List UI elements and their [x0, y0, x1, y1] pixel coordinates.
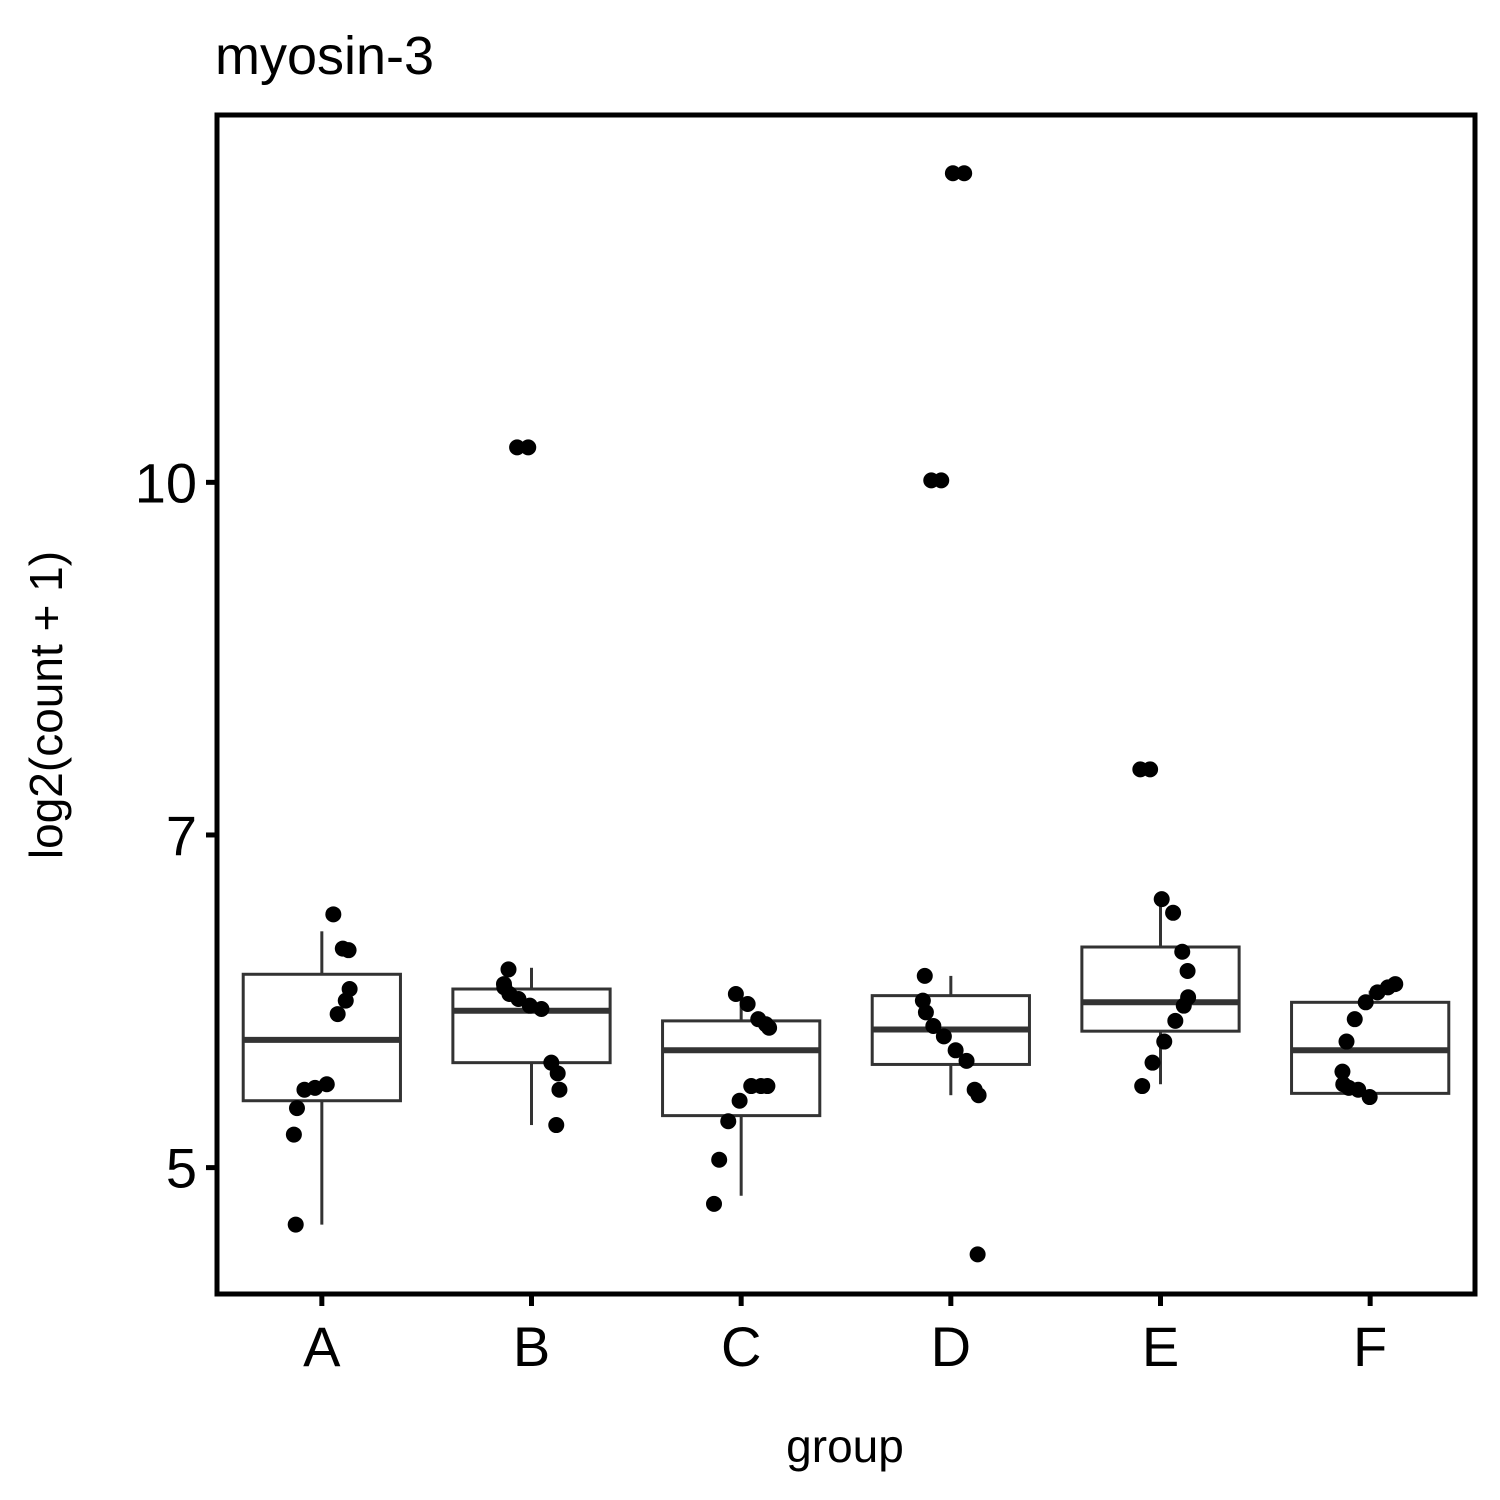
data-point-A [288, 1100, 305, 1117]
data-point-F [1334, 1063, 1351, 1080]
y-tick-label: 10 [135, 451, 197, 514]
x-tick-label-C: C [721, 1315, 761, 1378]
x-tick-label-D: D [931, 1315, 971, 1378]
data-point-E [1165, 904, 1182, 921]
data-point-E [1175, 997, 1192, 1014]
data-point-E [1144, 1054, 1161, 1071]
data-point-E [1156, 1033, 1173, 1050]
data-point-D [944, 165, 961, 182]
data-point-A [285, 1126, 302, 1143]
data-point-D [916, 967, 933, 984]
box-B [451, 987, 612, 1065]
data-point-F [1346, 1011, 1363, 1028]
data-point-E [1153, 891, 1170, 908]
data-point-A [325, 906, 342, 923]
x-axis-title: group [786, 1420, 904, 1472]
y-tick-label: 5 [166, 1137, 197, 1200]
data-point-F [1369, 984, 1386, 1001]
data-point-C [720, 1113, 737, 1130]
y-axis: 5 7 10 [135, 451, 217, 1200]
box-group-C [661, 990, 822, 1196]
data-point-D [923, 472, 940, 489]
data-point-A [337, 992, 354, 1009]
x-tick-label-E: E [1142, 1315, 1179, 1378]
data-point-A [287, 1216, 304, 1233]
data-point-D [970, 1087, 987, 1104]
data-point-C [761, 1019, 778, 1036]
y-tick-label: 7 [166, 804, 197, 867]
x-tick-label-B: B [513, 1315, 550, 1378]
data-point-D [947, 1042, 964, 1059]
x-tick-label-A: A [303, 1315, 341, 1378]
data-point-D [958, 1052, 975, 1069]
x-axis: A B C D E F [303, 1294, 1387, 1378]
data-point-A [340, 942, 357, 959]
data-point-F [1361, 1089, 1378, 1106]
points-layer [285, 165, 1404, 1263]
boxes-layer [241, 903, 1451, 1225]
data-point-C [743, 1078, 760, 1095]
data-point-A [296, 1081, 313, 1098]
plot-panel-background [217, 115, 1475, 1294]
data-point-B [551, 1081, 568, 1098]
box-group-D [870, 975, 1031, 1096]
y-axis-title: log2(count + 1) [20, 551, 72, 859]
data-point-E [1179, 963, 1196, 980]
data-point-C [727, 985, 744, 1002]
box-E [1080, 945, 1241, 1033]
data-point-B [520, 439, 537, 456]
data-point-E [1134, 1078, 1151, 1095]
data-point-C [731, 1092, 748, 1109]
data-point-D [969, 1246, 986, 1263]
x-tick-label-F: F [1353, 1315, 1387, 1378]
data-point-C [706, 1195, 723, 1212]
chart-title: myosin-3 [215, 26, 434, 86]
plot-panel-border [214, 112, 1478, 1297]
data-point-F [1350, 1081, 1367, 1098]
data-point-D [935, 1028, 952, 1045]
data-point-D [925, 1018, 942, 1035]
data-point-B [500, 961, 517, 978]
data-point-C [711, 1151, 728, 1168]
data-point-E [1167, 1012, 1184, 1029]
data-point-B [549, 1065, 566, 1082]
data-point-B [533, 1001, 550, 1018]
box-group-B [451, 967, 612, 1126]
data-point-E [1174, 943, 1191, 960]
data-point-D [917, 1004, 934, 1021]
data-point-B [509, 439, 526, 456]
data-point-F [1357, 994, 1374, 1011]
data-point-F [1338, 1033, 1355, 1050]
data-point-D [956, 165, 973, 182]
data-point-B [548, 1117, 565, 1134]
data-point-C [739, 995, 756, 1012]
data-point-E [1142, 761, 1159, 778]
data-point-A [329, 1006, 346, 1023]
